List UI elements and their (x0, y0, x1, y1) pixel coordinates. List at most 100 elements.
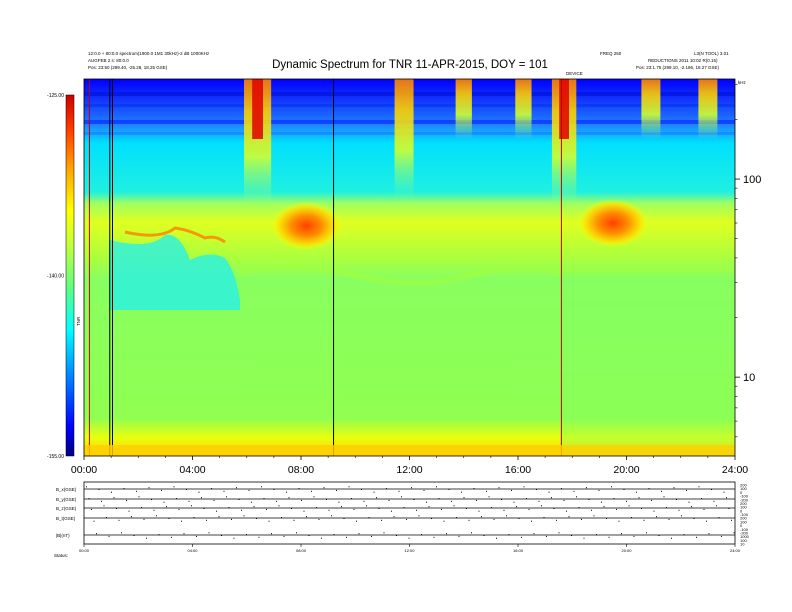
lower-right-tick-label: -100 (740, 527, 749, 532)
lower-right-tick-label: 100 (740, 505, 747, 510)
lower-data-point (693, 518, 695, 519)
lower-data-point (148, 487, 150, 489)
lower-data-point (98, 489, 100, 490)
burst (394, 79, 414, 199)
lower-data-point (456, 517, 457, 519)
lower-data-point (683, 534, 685, 536)
lower-time-tick-label: 20:00 (621, 548, 632, 553)
lower-data-point (138, 496, 140, 498)
header-right-line-2: L3(N TOOL) 3.01 (694, 51, 729, 56)
lower-data-point (563, 499, 565, 501)
lower-data-point (636, 491, 637, 493)
lower-data-point (251, 501, 252, 503)
lower-time-tick-label: 24:00 (730, 548, 741, 553)
lower-data-point (726, 497, 727, 499)
lower-time-tick-label: 12:00 (404, 548, 415, 553)
lower-data-point (296, 532, 297, 534)
lower-data-point (498, 487, 500, 489)
lower-data-point (393, 516, 395, 518)
lower-data-point (341, 506, 342, 508)
lower-data-point (353, 508, 355, 510)
lower-data-point (448, 489, 450, 490)
lower-data-point (706, 520, 707, 522)
lower-data-point (423, 489, 425, 491)
lower-data-point (271, 533, 272, 535)
lower-data-point (546, 535, 547, 537)
band-edge (239, 264, 735, 286)
lower-data-point (388, 499, 390, 501)
lower-data-point (686, 489, 687, 491)
burst (641, 79, 661, 139)
lower-data-point (441, 508, 442, 510)
lower-right-tick-label: 1000 (740, 534, 750, 539)
late-band (560, 272, 735, 456)
lower-data-point (241, 509, 242, 511)
lower-right-tick-label: 100 (740, 486, 747, 491)
lower-data-point (506, 515, 507, 517)
lower-data-point (313, 496, 315, 498)
lower-data-point (311, 490, 312, 492)
lower-data-point (263, 498, 265, 500)
colorbar-tick-label: -140.00 (47, 274, 64, 280)
lower-data-point (401, 496, 402, 498)
lower-data-point (161, 489, 162, 491)
lower-data-point (318, 518, 320, 520)
lower-data-point (308, 535, 310, 536)
lower-data-point (383, 532, 385, 534)
lower-data-point (598, 489, 600, 491)
lower-data-point (133, 535, 135, 536)
lower-data-point (446, 533, 447, 535)
lower-data-point (646, 532, 647, 534)
lower-data-point (168, 518, 170, 519)
lower-data-point (193, 517, 195, 519)
header-left-line-1: 12:0.0 + 80:0.0 spectrum(1900.0 1M1 30kH… (88, 51, 210, 56)
lower-data-point (236, 487, 237, 489)
lower-data-point (606, 518, 607, 519)
lower-right-tick-label: 200 (740, 501, 747, 506)
lower-panel-time-axis: 00:00 04:00 08:00 12:00 16:00 20:00 24:00 (79, 544, 741, 553)
lower-data-point (261, 486, 262, 488)
lower-data-point (293, 519, 295, 521)
lower-data-point (681, 515, 682, 517)
lower-data-point (471, 532, 472, 534)
lower-data-point (378, 508, 380, 509)
lower-data-point (371, 535, 372, 537)
lower-data-point (303, 510, 305, 512)
lower-data-point (101, 500, 102, 502)
lower-data-point (156, 515, 157, 517)
lower-data-point (728, 508, 730, 509)
time-tick-label: 00:00 (71, 464, 97, 476)
lower-data-point (631, 517, 632, 519)
hot-spot (577, 199, 648, 248)
burst-core (252, 79, 264, 139)
lower-data-point (626, 500, 627, 502)
lower-data-point (698, 486, 700, 488)
lower-data-point (363, 500, 365, 502)
lower-data-point (178, 508, 180, 510)
lower-data-point (328, 509, 330, 511)
lower-data-point (306, 516, 307, 518)
lower-data-point (376, 497, 377, 499)
lower-data-point (176, 498, 177, 500)
lower-data-point (96, 533, 97, 535)
lower-data-point (103, 505, 105, 507)
lower-right-tick-label: 0 (740, 490, 743, 495)
time-tick-label: 24:00 (722, 464, 748, 476)
burst (698, 79, 718, 139)
lower-data-point (708, 533, 710, 535)
lower-data-point (711, 489, 712, 490)
lower-data-point (126, 499, 127, 501)
lower-data-point (468, 519, 470, 521)
lower-data-point (473, 488, 475, 490)
lower-data-point (723, 491, 725, 493)
lower-data-point (346, 536, 347, 538)
time-tick-label: 20:00 (613, 464, 639, 476)
lower-data-point (696, 536, 697, 538)
lower-data-point (228, 507, 230, 509)
lower-data-point (273, 489, 275, 490)
lower-data-point (538, 500, 540, 502)
lower-data-point (231, 518, 232, 520)
lower-data-point (703, 508, 705, 510)
lower-panel-rows: B_x(GSE) B_y(GSE) B_z(GSE) B_t(GSE) |B|(nT) (56, 486, 735, 539)
lower-data-point (351, 498, 352, 500)
